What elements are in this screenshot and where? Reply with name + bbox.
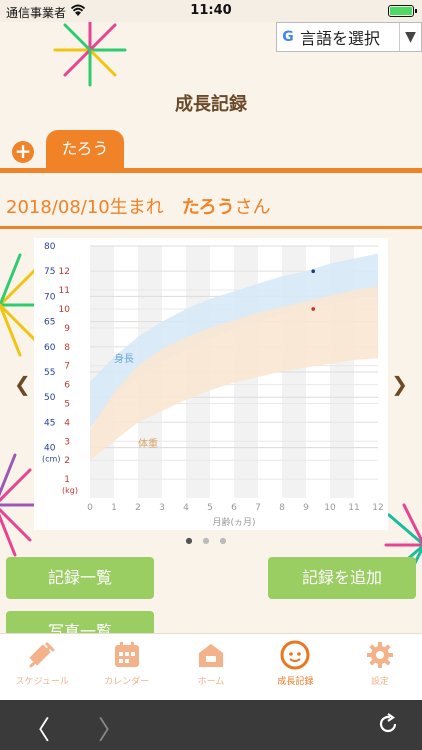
y-tick-label-weight: 5	[64, 399, 70, 409]
x-tick-label: 1	[111, 503, 117, 513]
growth-chart: 身長 体重 40 45 50 55 60 65 70 75 80 (cm) 1 2 3 4 5 6 7 8 9 10 11 1…	[34, 238, 388, 530]
y-tick-label-weight: 9	[64, 324, 70, 334]
baby-face-icon	[280, 640, 310, 670]
dropdown-arrow-icon[interactable]: ▼	[399, 23, 421, 51]
y-tick-label-weight: 7	[64, 362, 70, 372]
y-axis-unit-height: (cm)	[42, 455, 60, 464]
child-tabs: + たろう	[0, 130, 422, 172]
x-tick-label: 6	[231, 503, 237, 513]
reload-icon[interactable]	[376, 712, 400, 736]
y-tick-label-height: 70	[44, 292, 56, 302]
chevron-left-icon[interactable]: ❮	[14, 372, 31, 396]
x-tick-label: 10	[324, 503, 336, 513]
y-tick-label-height: 60	[44, 343, 56, 353]
add-record-button[interactable]: 記録を追加	[268, 557, 416, 599]
y-tick-label-weight: 4	[64, 418, 70, 428]
y-tick-label-height: 50	[44, 393, 56, 403]
page-dot: ●	[219, 536, 237, 545]
x-tick-label: 2	[135, 503, 141, 513]
y-tick-label-weight: 6	[64, 381, 70, 391]
home-icon	[199, 644, 224, 667]
status-bar: 通信事業者 11:40	[0, 0, 422, 22]
tab-schedule[interactable]: スケジュール	[0, 634, 84, 700]
back-arrow-icon[interactable]: 〈	[24, 716, 51, 746]
y-tick-label-weight: 11	[59, 286, 70, 296]
data-point-weight	[311, 307, 316, 311]
tab-underline	[0, 168, 422, 173]
chart-band-height	[90, 253, 378, 428]
child-info: 2018/08/10生まれ たろうさん	[6, 193, 271, 219]
x-tick-label: 3	[159, 503, 165, 513]
x-tick-label: 12	[372, 503, 383, 513]
battery-icon	[388, 5, 417, 17]
x-tick-label: 0	[87, 503, 93, 513]
y-axis-unit-weight: (kg)	[62, 486, 78, 495]
y-tick-label-weight: 1	[64, 475, 70, 485]
tab-calendar[interactable]: カレンダー	[84, 634, 168, 700]
y-tick-label-weight: 2	[64, 456, 70, 466]
birth-date: 2018/08/10生まれ	[6, 197, 164, 218]
clock: 11:40	[190, 3, 232, 18]
page-dot: ●	[202, 536, 220, 545]
y-tick-label-height: 65	[44, 318, 55, 328]
page-dot-active: ●	[185, 536, 203, 545]
tab-schedule-label: スケジュール	[15, 677, 69, 687]
tab-child-taro[interactable]: たろう	[46, 130, 124, 168]
x-tick-label: 9	[303, 503, 309, 513]
chevron-right-icon[interactable]: ❯	[391, 372, 408, 396]
info-divider	[0, 226, 422, 229]
wifi-icon	[70, 4, 86, 16]
bottom-tab-bar: スケジュール カレンダー ホーム 成長記録	[0, 633, 422, 700]
tab-home[interactable]: ホーム	[169, 634, 253, 700]
add-child-plus-icon[interactable]: +	[12, 141, 34, 163]
x-tick-label: 8	[279, 503, 285, 513]
y-tick-label-weight: 10	[59, 305, 71, 315]
y-tick-label-height: 80	[44, 242, 56, 252]
record-list-button[interactable]: 記録一覧	[6, 557, 154, 599]
firework-decoration	[0, 453, 37, 557]
tab-settings[interactable]: 設定	[338, 634, 422, 700]
page-indicator: ●●●	[0, 536, 422, 545]
gear-icon	[366, 642, 393, 668]
browser-toolbar: 〈 〉	[0, 700, 422, 750]
x-tick-label: 5	[207, 503, 213, 513]
y-tick-label-height: 75	[44, 267, 55, 277]
tab-settings-label: 設定	[370, 677, 389, 687]
firework-decoration	[53, 13, 127, 87]
y-tick-label-height: 40	[44, 444, 56, 454]
carrier-label: 通信事業者	[6, 6, 67, 20]
tab-growth-label: 成長記録	[277, 677, 314, 687]
tab-home-label: ホーム	[197, 677, 225, 687]
x-tick-label: 11	[348, 503, 359, 513]
calendar-icon	[114, 642, 139, 667]
growth-chart-svg: 身長体重404550556065707580(cm)12345678910111…	[42, 242, 384, 528]
y-tick-label-weight: 3	[64, 437, 70, 447]
x-tick-label: 7	[255, 503, 261, 513]
tab-growth[interactable]: 成長記録	[253, 634, 337, 700]
firework-decoration	[0, 253, 40, 357]
series-label-weight: 体重	[138, 437, 158, 450]
tab-calendar-label: カレンダー	[104, 677, 150, 687]
page-title: 成長記録	[175, 94, 247, 115]
google-g-icon: G	[282, 29, 294, 45]
series-label-height: 身長	[114, 352, 134, 365]
data-point-height	[311, 269, 316, 273]
y-tick-label-weight: 8	[64, 343, 70, 353]
x-axis-label: 月齢(ヵ月)	[212, 516, 255, 528]
x-tick-label: 4	[183, 503, 189, 513]
translate-language-selector[interactable]: G 言語を選択 ▼	[276, 22, 422, 52]
child-honorific: さん	[234, 197, 271, 218]
child-name: たろう	[181, 197, 235, 218]
syringe-icon	[29, 642, 55, 668]
y-tick-label-weight: 12	[59, 267, 70, 277]
y-tick-label-height: 45	[44, 418, 55, 428]
chart-band-weight	[90, 286, 378, 461]
translate-label: 言語を選択	[300, 29, 381, 48]
forward-arrow-icon[interactable]: 〉	[98, 716, 125, 746]
y-tick-label-height: 55	[44, 368, 55, 378]
